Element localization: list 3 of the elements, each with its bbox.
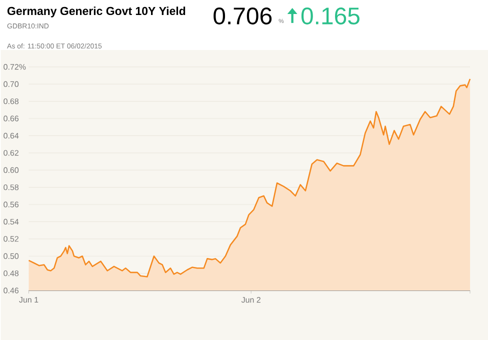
chart-title: Germany Generic Govt 10Y Yield [7, 6, 186, 18]
text: 0.165 [301, 7, 360, 24]
text: 0.706 [214, 7, 272, 24]
